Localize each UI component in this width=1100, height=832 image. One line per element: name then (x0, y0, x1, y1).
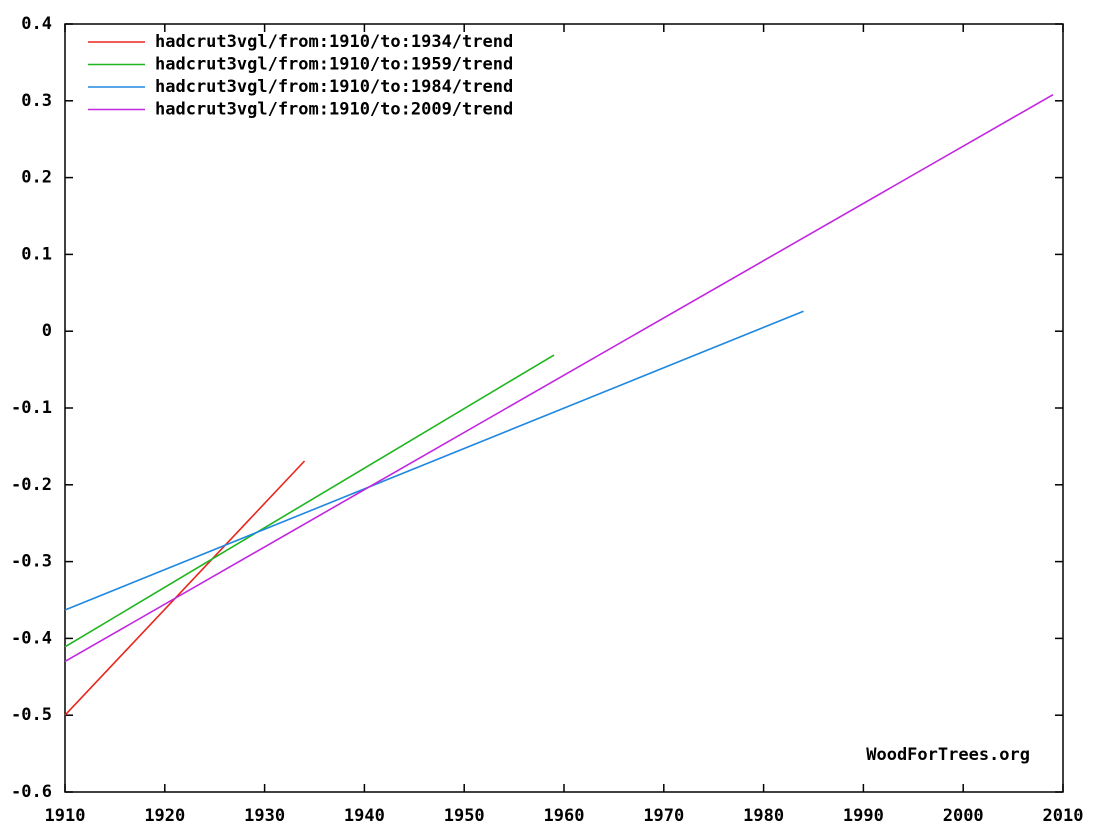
x-tick-label: 1930 (244, 806, 285, 826)
legend-label: hadcrut3vgl/from:1910/to:1959/trend (155, 55, 513, 75)
x-tick-label: 1960 (544, 806, 585, 826)
trend-line (64, 460, 306, 716)
y-tick-label: -0.6 (11, 782, 52, 802)
x-tick-label: 2000 (943, 806, 984, 826)
legend-label: hadcrut3vgl/from:1910/to:1934/trend (155, 32, 513, 52)
y-tick-label: -0.2 (11, 475, 52, 495)
trend-line (64, 354, 555, 648)
y-tick-label: -0.3 (11, 552, 52, 572)
y-tick-label: -0.5 (11, 705, 52, 725)
y-tick-label: -0.4 (11, 628, 52, 648)
y-tick-label: 0.3 (21, 91, 52, 111)
y-tick-label: 0.1 (21, 244, 52, 264)
x-tick-label: 2010 (1043, 806, 1084, 826)
x-tick-label: 1910 (45, 806, 86, 826)
legend-label: hadcrut3vgl/from:1910/to:1984/trend (155, 77, 513, 97)
trend-line (64, 310, 804, 611)
x-tick-label: 1990 (843, 806, 884, 826)
watermark: WoodForTrees.org (866, 745, 1030, 765)
x-tick-label: 1980 (743, 806, 784, 826)
legend-label: hadcrut3vgl/from:1910/to:2009/trend (155, 100, 513, 120)
y-tick-label: 0.4 (21, 14, 52, 34)
x-tick-label: 1970 (643, 806, 684, 826)
x-tick-label: 1920 (144, 806, 185, 826)
x-tick-label: 1940 (344, 806, 385, 826)
trend-line (64, 93, 1054, 663)
y-tick-label: -0.1 (11, 398, 52, 418)
y-tick-label: 0.2 (21, 168, 52, 188)
x-tick-label: 1950 (444, 806, 485, 826)
y-tick-label: 0 (42, 321, 52, 341)
